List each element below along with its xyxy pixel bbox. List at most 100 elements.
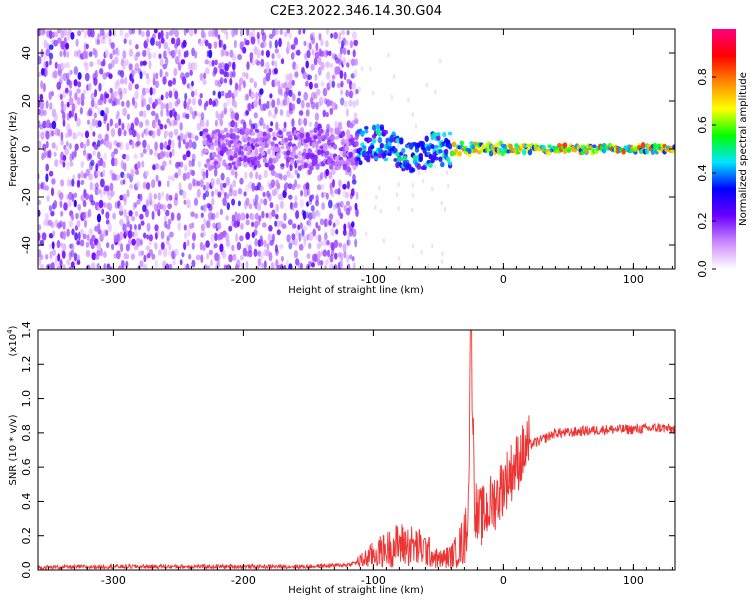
spectrogram-noise-cell	[62, 221, 66, 230]
spectrogram-noise-cell	[77, 30, 82, 37]
spectrogram-noise-cell	[76, 259, 81, 265]
spectrogram-noise-cell	[59, 50, 63, 58]
spectrogram-noise-cell	[351, 228, 357, 238]
spectrogram-noise-cell	[82, 200, 87, 208]
spectrogram-noise-cell	[278, 37, 282, 48]
spectrogram-noise-cell	[217, 222, 222, 230]
spectrogram-noise-cell	[299, 222, 303, 230]
spectrogram-ridge-cell	[266, 139, 271, 145]
spectrogram-noise-cell	[179, 259, 183, 266]
x-tick-label: -100	[361, 574, 386, 587]
spectrogram-noise-cell	[204, 190, 210, 198]
spectrogram-ridge-cell	[266, 148, 271, 155]
spectrogram-noise-cell	[113, 56, 119, 65]
spectrogram-noise-cell	[60, 139, 64, 146]
spectrogram-noise-cell	[296, 97, 301, 105]
spectrogram-noise-cell	[160, 37, 165, 44]
spectrogram-noise-cell	[193, 29, 198, 35]
spectrogram-noise-cell	[227, 61, 232, 68]
spectrogram-noise-cell	[38, 71, 42, 78]
spectrogram-noise-cell	[142, 70, 147, 76]
spectrogram-noise-cell	[245, 93, 249, 101]
spectrogram-noise-cell	[127, 238, 132, 247]
y-tick-label: 40	[20, 46, 33, 60]
spectrogram-ridge-cell	[229, 139, 234, 144]
spectrogram-noise-cell	[302, 210, 307, 220]
spectrogram-noise-cell	[48, 205, 53, 212]
spectrogram-ridge-cell	[293, 145, 299, 150]
spectrogram-noise-cell	[305, 60, 310, 69]
spectrogram-noise-cell	[282, 174, 287, 181]
spectrogram-noise-cell	[387, 52, 390, 58]
spectrogram-noise-cell	[307, 74, 312, 81]
spectrogram-noise-cell	[348, 99, 353, 107]
spectrogram-noise-cell	[288, 102, 293, 112]
spectrogram-noise-cell	[253, 122, 258, 131]
spectrogram-noise-cell	[165, 151, 170, 158]
spectrogram-noise-cell	[119, 204, 123, 212]
spectrogram-noise-cell	[342, 229, 347, 236]
spectrogram-noise-cell	[38, 130, 41, 139]
spectrogram-noise-cell	[59, 259, 63, 268]
spectrogram-ridge-cell	[325, 131, 330, 137]
spectrogram-noise-cell	[283, 212, 287, 222]
spectrogram-ridge-cell	[447, 143, 453, 150]
spectrogram-noise-cell	[64, 147, 69, 156]
spectrogram-noise-cell	[43, 149, 47, 159]
spectrogram-noise-cell	[70, 249, 75, 258]
spectrogram-noise-cell	[236, 241, 242, 251]
spectrogram-noise-cell	[176, 37, 181, 47]
spectrogram-noise-cell	[345, 89, 350, 97]
spectrogram-noise-cell	[365, 231, 368, 237]
spectrogram-noise-cell	[60, 210, 64, 217]
spectrogram-noise-cell	[102, 31, 106, 40]
spectrogram-noise-cell	[109, 182, 114, 192]
spectrogram-noise-cell	[283, 121, 287, 129]
spectrogram-ridge-cell	[233, 127, 238, 133]
spectrogram-noise-cell	[352, 100, 356, 108]
spectrogram-ridge-cell	[215, 163, 221, 169]
spectrogram-noise-cell	[330, 32, 333, 39]
spectrogram-ridge-cell	[383, 129, 388, 135]
spectrogram-ridge-cell	[356, 157, 361, 162]
spectrogram-noise-cell	[313, 253, 318, 262]
spectrogram-noise-cell	[223, 29, 228, 35]
spectrogram-noise-cell	[137, 223, 142, 231]
spectrogram-noise-cell	[83, 143, 87, 150]
spectrogram-noise-cell	[142, 49, 147, 58]
spectrogram-noise-cell	[108, 29, 112, 37]
spectrogram-noise-cell	[202, 32, 207, 39]
spectrogram-noise-cell	[71, 193, 75, 203]
spectrogram-noise-cell	[84, 193, 90, 201]
spectrogram-noise-cell	[273, 188, 278, 195]
spectrogram-noise-cell	[213, 98, 219, 107]
spectrogram-noise-cell	[317, 225, 321, 232]
spectrogram-ridge-cell	[336, 165, 342, 170]
spectrogram-noise-cell	[326, 123, 331, 132]
spectrogram-ridge-cell	[580, 150, 585, 155]
spectrogram-noise-cell	[108, 202, 113, 212]
spectrogram-noise-cell	[113, 148, 119, 155]
spectrogram-noise-cell	[441, 251, 444, 257]
spectrogram-noise-cell	[230, 168, 235, 176]
spectrogram-noise-cell	[133, 68, 138, 75]
spectrogram-noise-cell	[183, 99, 187, 110]
spectrogram-noise-cell	[235, 233, 239, 242]
spectrogram-noise-cell	[192, 141, 197, 150]
spectrogram-noise-cell	[208, 98, 213, 106]
spectrogram-noise-cell	[382, 238, 386, 244]
spectrogram-noise-cell	[157, 201, 161, 211]
spectrogram-noise-cell	[251, 149, 255, 159]
spectrogram-noise-cell	[177, 62, 182, 71]
spectrogram-noise-cell	[99, 190, 103, 199]
spectrogram-noise-cell	[245, 260, 249, 269]
spectrogram-noise-cell	[333, 239, 339, 248]
spectrogram-noise-cell	[159, 68, 163, 78]
spectrogram-noise-cell	[326, 249, 331, 258]
spectrogram-noise-cell	[352, 174, 356, 182]
spectrogram-noise-cell	[271, 99, 276, 108]
spectrogram-noise-cell	[188, 139, 193, 149]
spectrogram-noise-cell	[242, 71, 246, 78]
spectrogram-noise-cell	[69, 143, 72, 150]
spectrogram-noise-cell	[168, 263, 173, 269]
